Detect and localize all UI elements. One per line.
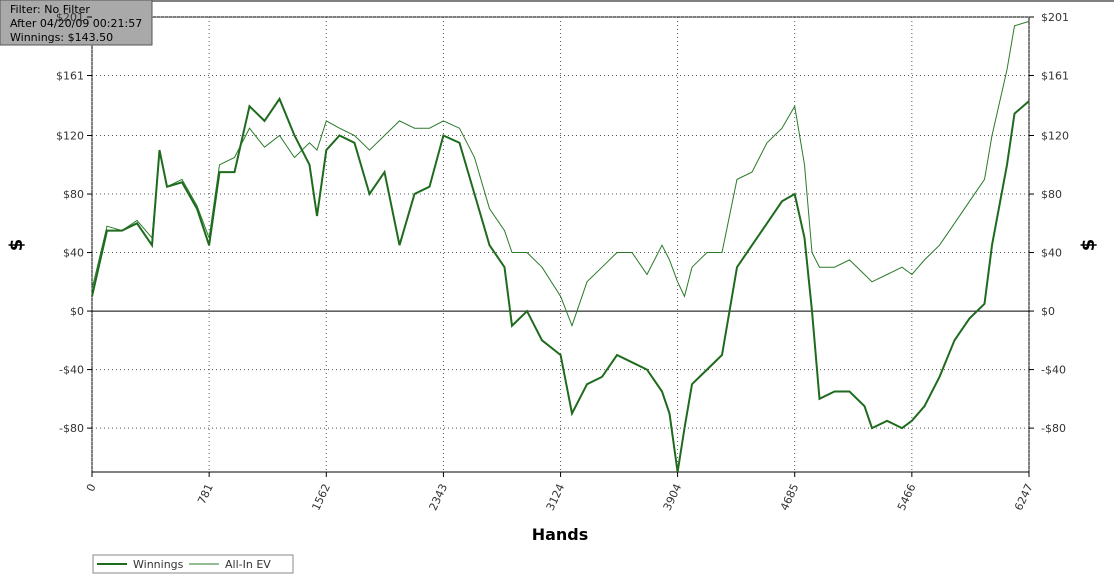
y2-tick-label: $161 xyxy=(1041,70,1069,83)
x-tick-label: 781 xyxy=(195,482,216,507)
info-winnings: Winnings: $143.50 xyxy=(10,31,113,44)
y-tick-label: $0 xyxy=(70,305,84,318)
y2-tick-label: $80 xyxy=(1041,188,1062,201)
x-tick-label: 3124 xyxy=(544,482,568,513)
y-tick-label: $80 xyxy=(63,188,84,201)
info-date: After 04/20/09 00:21:57 xyxy=(10,17,142,30)
y2-tick-label: -$40 xyxy=(1041,364,1066,377)
series-line xyxy=(91,96,1030,473)
y-tick-label: $161 xyxy=(56,70,84,83)
info-box xyxy=(0,0,153,46)
y2-tick-label: $40 xyxy=(1041,247,1062,260)
plot xyxy=(91,16,1030,473)
x-tick-label: 1562 xyxy=(309,482,333,513)
y-tick-label: $40 xyxy=(63,247,84,260)
y-axis-label: $ xyxy=(6,239,27,252)
x-tick-label: 2343 xyxy=(427,482,451,513)
info-filter: Filter: No Filter xyxy=(10,3,90,16)
series-line xyxy=(91,20,1030,328)
legend-label: All-In EV xyxy=(225,558,271,571)
y2-tick-label: $120 xyxy=(1041,130,1069,143)
y-tick-label: $201 xyxy=(56,11,84,24)
y-tick-label: -$40 xyxy=(59,364,84,377)
x-tick-label: 0 xyxy=(84,482,99,494)
x-axis-label: Hands xyxy=(532,525,589,544)
x-tick-label: 5466 xyxy=(895,482,919,513)
x-tick-label: 4685 xyxy=(778,482,802,513)
y2-axis-label: $ xyxy=(1078,239,1099,252)
y2-tick-label: -$80 xyxy=(1041,422,1066,435)
x-tick-label: 6247 xyxy=(1012,482,1036,513)
y2-tick-label: $0 xyxy=(1041,305,1055,318)
y-tick-label: $120 xyxy=(56,130,84,143)
legend-label: Winnings xyxy=(133,558,184,571)
y-tick-label: -$80 xyxy=(59,422,84,435)
y2-tick-label: $201 xyxy=(1041,11,1069,24)
x-tick-label: 3904 xyxy=(661,482,685,513)
